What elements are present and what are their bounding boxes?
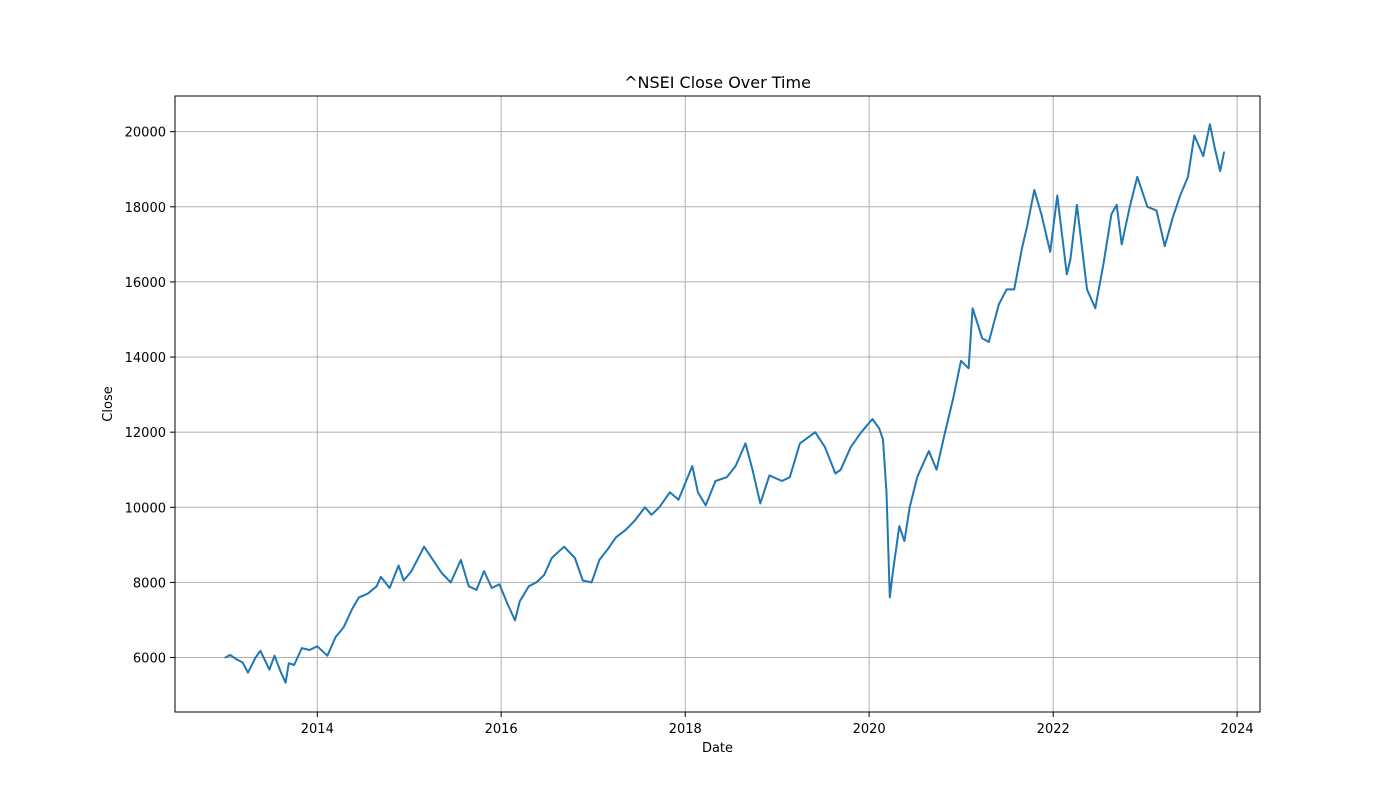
- y-tick-label: 8000: [133, 576, 166, 591]
- axis-ticks: 2014 2016 2018 2020 2022 2024 6000 8000 10000 120…: [125, 126, 1254, 737]
- y-axis-title: Close: [101, 386, 116, 421]
- grid: [175, 96, 1260, 712]
- x-tick-label: 2022: [1037, 722, 1070, 737]
- y-tick-label: 10000: [125, 501, 166, 516]
- y-tick-label: 6000: [133, 652, 166, 667]
- y-tick-label: 18000: [125, 201, 166, 216]
- y-tick-label: 20000: [125, 126, 166, 141]
- close-series-line: [224, 123, 1225, 684]
- x-tick-label: 2016: [485, 722, 518, 737]
- x-axis-title: Date: [702, 741, 733, 756]
- y-tick-label: 14000: [125, 351, 166, 366]
- series-layer: [224, 123, 1225, 684]
- y-tick-label: 16000: [125, 276, 166, 291]
- x-tick-label: 2020: [853, 722, 886, 737]
- chart-title: ^NSEI Close Over Time: [624, 73, 811, 92]
- x-tick-label: 2014: [301, 722, 334, 737]
- x-tick-label: 2018: [669, 722, 702, 737]
- x-tick-label: 2024: [1221, 722, 1254, 737]
- y-tick-label: 12000: [125, 426, 166, 441]
- plot-area-frame: [174, 95, 1261, 713]
